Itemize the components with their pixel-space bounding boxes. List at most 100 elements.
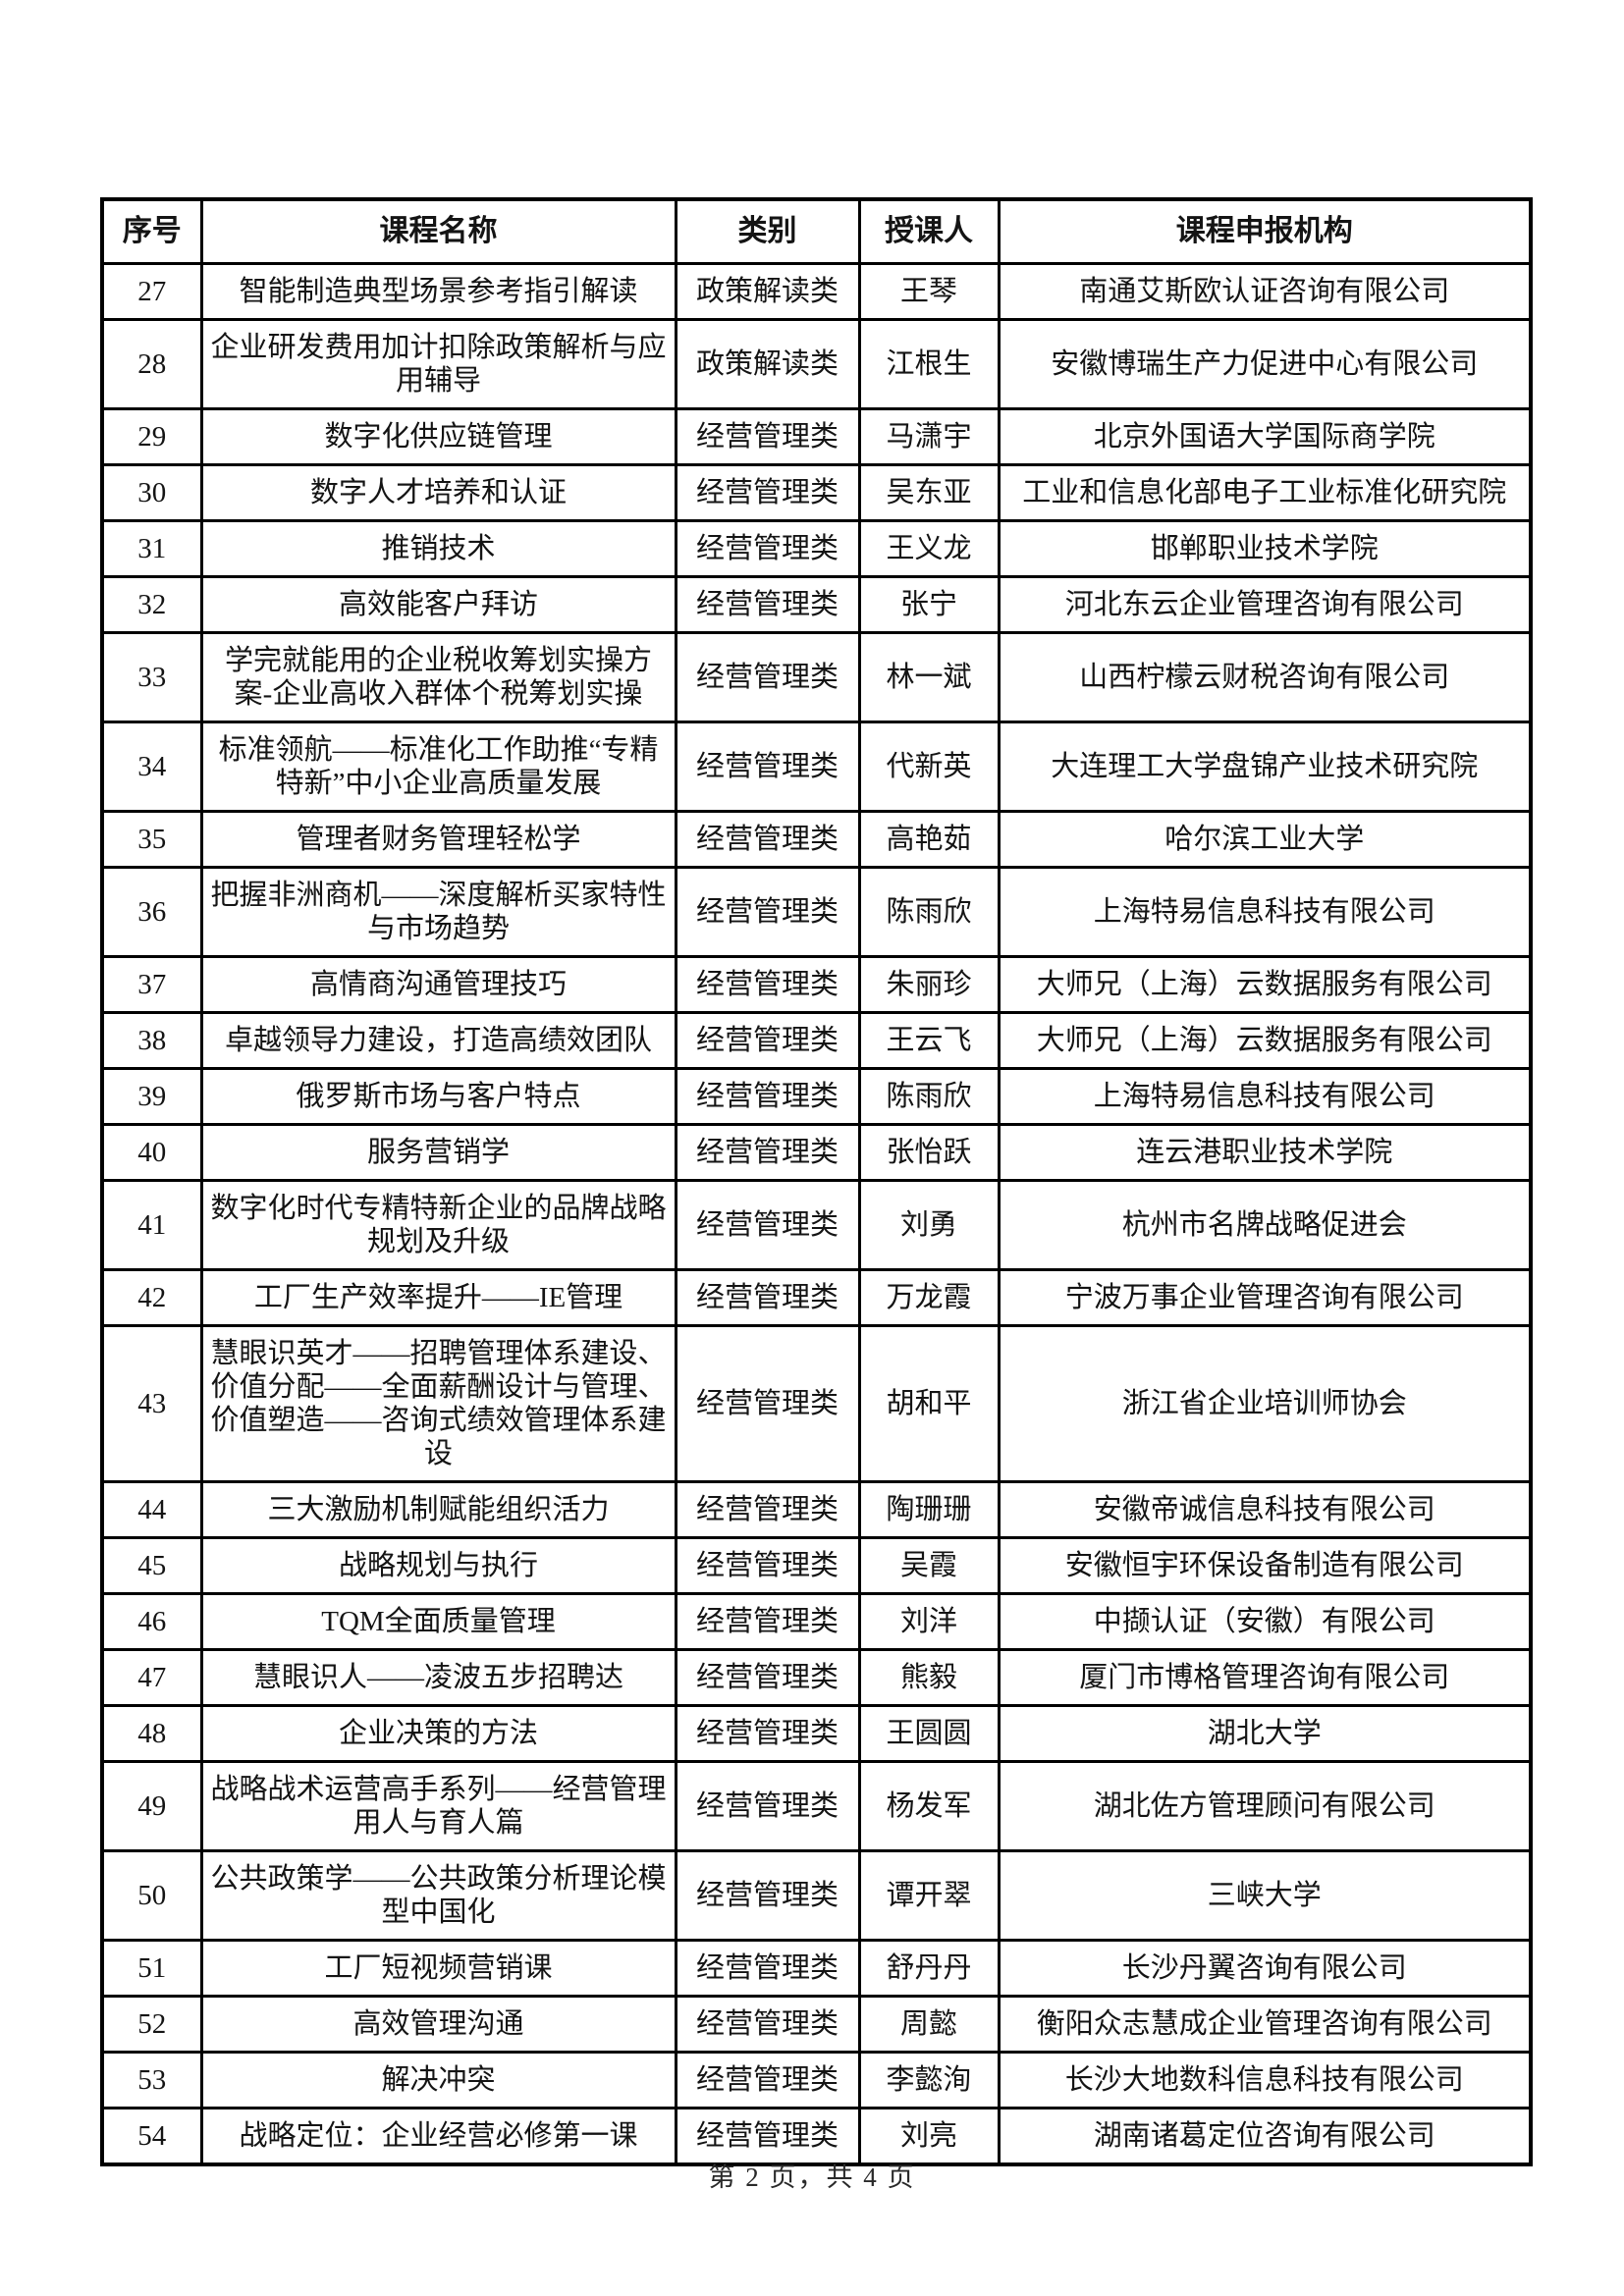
instructor-cell: 周懿 bbox=[857, 1995, 1001, 2054]
course-name-cell: 卓越领导力建设，打造高绩效团队 bbox=[199, 1011, 677, 1070]
table-row: 31 推销技术 经营管理类 王义龙 邯郸职业技术学院 bbox=[100, 519, 1533, 578]
course-name-cell: 数字人才培养和认证 bbox=[199, 463, 677, 522]
course-name-cell: 三大激励机制赋能组织活力 bbox=[199, 1480, 677, 1539]
category-cell: 经营管理类 bbox=[674, 407, 861, 466]
instructor-cell: 陈雨欣 bbox=[857, 1067, 1001, 1126]
instructor-cell: 陈雨欣 bbox=[857, 866, 1001, 958]
seq-cell: 39 bbox=[100, 1067, 203, 1126]
course-name-cell: 慧眼识人——凌波五步招聘达 bbox=[199, 1648, 677, 1707]
header-course-name: 课程名称 bbox=[199, 197, 677, 265]
category-cell: 经营管理类 bbox=[674, 721, 861, 813]
organization-cell: 哈尔滨工业大学 bbox=[997, 810, 1533, 869]
seq-cell: 53 bbox=[100, 2051, 203, 2109]
table-row: 41 数字化时代专精特新企业的品牌战略规划及升级 经营管理类 刘勇 杭州市名牌战略促进会 bbox=[100, 1179, 1533, 1271]
organization-cell: 长沙丹翼咨询有限公司 bbox=[997, 1939, 1533, 1998]
seq-cell: 50 bbox=[100, 1849, 203, 1942]
category-cell: 经营管理类 bbox=[674, 1849, 861, 1942]
instructor-cell: 吴东亚 bbox=[857, 463, 1001, 522]
course-name-cell: 企业研发费用加计扣除政策解析与应用辅导 bbox=[199, 318, 677, 410]
instructor-cell: 刘勇 bbox=[857, 1179, 1001, 1271]
organization-cell: 北京外国语大学国际商学院 bbox=[997, 407, 1533, 466]
table-row: 37 高情商沟通管理技巧 经营管理类 朱丽珍 大师兄（上海）云数据服务有限公司 bbox=[100, 955, 1533, 1014]
organization-cell: 上海特易信息科技有限公司 bbox=[997, 1067, 1533, 1126]
course-name-cell: 工厂生产效率提升——IE管理 bbox=[199, 1268, 677, 1327]
seq-cell: 33 bbox=[100, 631, 203, 723]
seq-cell: 38 bbox=[100, 1011, 203, 1070]
seq-cell: 32 bbox=[100, 575, 203, 634]
category-cell: 经营管理类 bbox=[674, 631, 861, 723]
organization-cell: 大师兄（上海）云数据服务有限公司 bbox=[997, 1011, 1533, 1070]
table-row: 28 企业研发费用加计扣除政策解析与应用辅导 政策解读类 江根生 安徽博瑞生产力促进中心… bbox=[100, 318, 1533, 410]
category-cell: 经营管理类 bbox=[674, 1648, 861, 1707]
course-name-cell: 把握非洲商机——深度解析买家特性与市场趋势 bbox=[199, 866, 677, 958]
category-cell: 经营管理类 bbox=[674, 1324, 861, 1483]
course-name-cell: 工厂短视频营销课 bbox=[199, 1939, 677, 1998]
instructor-cell: 林一斌 bbox=[857, 631, 1001, 723]
instructor-cell: 舒丹丹 bbox=[857, 1939, 1001, 1998]
table-row: 35 管理者财务管理轻松学 经营管理类 高艳茹 哈尔滨工业大学 bbox=[100, 810, 1533, 869]
table-row: 34 标准领航——标准化工作助推“专精特新”中小企业高质量发展 经营管理类 代新英 大连… bbox=[100, 721, 1533, 813]
seq-cell: 42 bbox=[100, 1268, 203, 1327]
seq-cell: 54 bbox=[100, 2107, 203, 2166]
seq-cell: 37 bbox=[100, 955, 203, 1014]
table-row: 53 解决冲突 经营管理类 李懿洵 长沙大地数科信息科技有限公司 bbox=[100, 2051, 1533, 2109]
category-cell: 经营管理类 bbox=[674, 575, 861, 634]
seq-cell: 44 bbox=[100, 1480, 203, 1539]
instructor-cell: 李懿洵 bbox=[857, 2051, 1001, 2109]
instructor-cell: 张怡跃 bbox=[857, 1123, 1001, 1182]
category-cell: 经营管理类 bbox=[674, 955, 861, 1014]
instructor-cell: 杨发军 bbox=[857, 1760, 1001, 1852]
category-cell: 经营管理类 bbox=[674, 1123, 861, 1182]
table-row: 47 慧眼识人——凌波五步招聘达 经营管理类 熊毅 厦门市博格管理咨询有限公司 bbox=[100, 1648, 1533, 1707]
seq-cell: 36 bbox=[100, 866, 203, 958]
seq-cell: 28 bbox=[100, 318, 203, 410]
table-row: 33 学完就能用的企业税收筹划实操方案-企业高收入群体个税筹划实操 经营管理类 林一斌… bbox=[100, 631, 1533, 723]
table-row: 43 慧眼识英才——招聘管理体系建设、价值分配——全面薪酬设计与管理、价值塑造——… bbox=[100, 1324, 1533, 1483]
course-name-cell: 标准领航——标准化工作助推“专精特新”中小企业高质量发展 bbox=[199, 721, 677, 813]
seq-cell: 48 bbox=[100, 1704, 203, 1763]
seq-cell: 49 bbox=[100, 1760, 203, 1852]
table-row: 32 高效能客户拜访 经营管理类 张宁 河北东云企业管理咨询有限公司 bbox=[100, 575, 1533, 634]
table-row: 36 把握非洲商机——深度解析买家特性与市场趋势 经营管理类 陈雨欣 上海特易信息科技有… bbox=[100, 866, 1533, 958]
header-organization: 课程申报机构 bbox=[997, 197, 1533, 265]
table-row: 54 战略定位：企业经营必修第一课 经营管理类 刘亮 湖南诸葛定位咨询有限公司 bbox=[100, 2107, 1533, 2166]
course-name-cell: 解决冲突 bbox=[199, 2051, 677, 2109]
instructor-cell: 胡和平 bbox=[857, 1324, 1001, 1483]
table-row: 48 企业决策的方法 经营管理类 王圆圆 湖北大学 bbox=[100, 1704, 1533, 1763]
table-row: 42 工厂生产效率提升——IE管理 经营管理类 万龙霞 宁波万事企业管理咨询有限公司 bbox=[100, 1268, 1533, 1327]
seq-cell: 46 bbox=[100, 1592, 203, 1651]
instructor-cell: 熊毅 bbox=[857, 1648, 1001, 1707]
organization-cell: 安徽恒宇环保设备制造有限公司 bbox=[997, 1536, 1533, 1595]
course-table-body: 27 智能制造典型场景参考指引解读 政策解读类 王琴 南通艾斯欧认证咨询有限公司 28 企业… bbox=[100, 262, 1533, 2166]
organization-cell: 山西柠檬云财税咨询有限公司 bbox=[997, 631, 1533, 723]
category-cell: 经营管理类 bbox=[674, 1704, 861, 1763]
instructor-cell: 吴霞 bbox=[857, 1536, 1001, 1595]
category-cell: 经营管理类 bbox=[674, 1011, 861, 1070]
organization-cell: 邯郸职业技术学院 bbox=[997, 519, 1533, 578]
organization-cell: 工业和信息化部电子工业标准化研究院 bbox=[997, 463, 1533, 522]
seq-cell: 43 bbox=[100, 1324, 203, 1483]
seq-cell: 35 bbox=[100, 810, 203, 869]
header-instructor: 授课人 bbox=[857, 197, 1001, 265]
organization-cell: 宁波万事企业管理咨询有限公司 bbox=[997, 1268, 1533, 1327]
organization-cell: 中撷认证（安徽）有限公司 bbox=[997, 1592, 1533, 1651]
course-name-cell: 高效管理沟通 bbox=[199, 1995, 677, 2054]
table-row: 44 三大激励机制赋能组织活力 经营管理类 陶珊珊 安徽帝诚信息科技有限公司 bbox=[100, 1480, 1533, 1539]
organization-cell: 浙江省企业培训师协会 bbox=[997, 1324, 1533, 1483]
category-cell: 经营管理类 bbox=[674, 1939, 861, 1998]
category-cell: 经营管理类 bbox=[674, 1268, 861, 1327]
table-row: 38 卓越领导力建设，打造高绩效团队 经营管理类 王云飞 大师兄（上海）云数据服务有限公… bbox=[100, 1011, 1533, 1070]
seq-cell: 41 bbox=[100, 1179, 203, 1271]
seq-cell: 34 bbox=[100, 721, 203, 813]
table-row: 51 工厂短视频营销课 经营管理类 舒丹丹 长沙丹翼咨询有限公司 bbox=[100, 1939, 1533, 1998]
organization-cell: 长沙大地数科信息科技有限公司 bbox=[997, 2051, 1533, 2109]
category-cell: 经营管理类 bbox=[674, 2107, 861, 2166]
header-category: 类别 bbox=[674, 197, 861, 265]
organization-cell: 三峡大学 bbox=[997, 1849, 1533, 1942]
course-name-cell: 智能制造典型场景参考指引解读 bbox=[199, 262, 677, 321]
instructor-cell: 王圆圆 bbox=[857, 1704, 1001, 1763]
category-cell: 政策解读类 bbox=[674, 262, 861, 321]
instructor-cell: 王义龙 bbox=[857, 519, 1001, 578]
category-cell: 经营管理类 bbox=[674, 1067, 861, 1126]
course-name-cell: 数字化供应链管理 bbox=[199, 407, 677, 466]
